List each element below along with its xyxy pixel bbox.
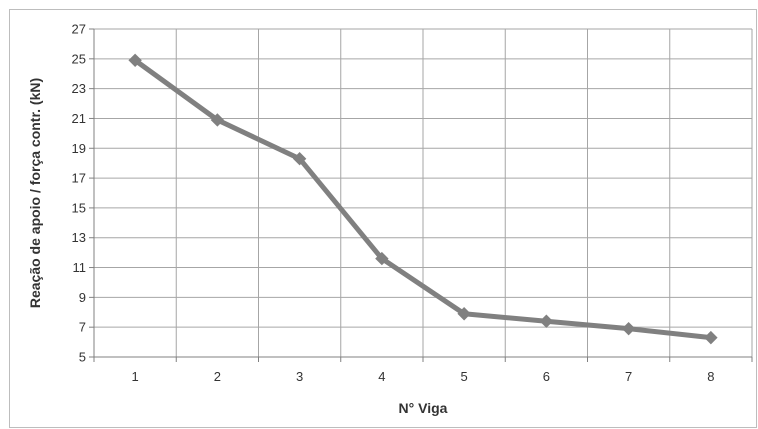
data-point-marker — [457, 307, 471, 321]
x-tick-label: 7 — [625, 369, 632, 384]
data-point-marker — [292, 152, 307, 166]
gridlines — [94, 28, 753, 357]
x-tick-label: 5 — [461, 369, 468, 384]
y-tick-label: 21 — [72, 111, 86, 126]
x-tick-label: 8 — [707, 369, 714, 384]
y-tick-label: 7 — [79, 320, 86, 335]
y-tick-label: 27 — [72, 22, 86, 37]
y-tick-label: 9 — [79, 290, 86, 305]
y-tick-label: 19 — [72, 141, 86, 156]
data-point-marker — [621, 321, 636, 336]
x-tick-label: 1 — [132, 369, 139, 384]
y-tick-label: 13 — [72, 230, 86, 245]
x-tick-label: 4 — [378, 369, 385, 384]
data-point-marker — [539, 314, 554, 328]
data-point-marker — [375, 251, 389, 266]
x-tick-label: 6 — [543, 369, 550, 384]
y-tick-label: 11 — [73, 260, 87, 275]
y-tick-label: 15 — [72, 200, 86, 215]
x-tick-label: 2 — [214, 369, 221, 384]
series-line — [132, 57, 714, 341]
series-group — [128, 53, 718, 345]
chart-frame — [9, 9, 757, 428]
y-axis-title: Reação de apoio / força contr. (kN) — [27, 78, 43, 308]
x-tick-label: 3 — [296, 369, 303, 384]
y-tick-label: 17 — [72, 171, 86, 186]
data-point-marker — [128, 53, 142, 68]
y-tick-label: 5 — [79, 350, 86, 365]
data-point-marker — [704, 330, 718, 345]
y-tick-labels: 5 7 9 11 13 15 17 19 21 23 25 27 — [72, 22, 86, 365]
x-axis-title: N° Viga — [399, 400, 448, 416]
data-point-marker — [210, 113, 225, 127]
y-tick-label: 23 — [72, 81, 86, 96]
axes — [89, 28, 753, 362]
x-tick-labels: 1 2 3 4 5 6 7 8 — [132, 369, 715, 384]
y-tick-label: 25 — [72, 51, 86, 66]
